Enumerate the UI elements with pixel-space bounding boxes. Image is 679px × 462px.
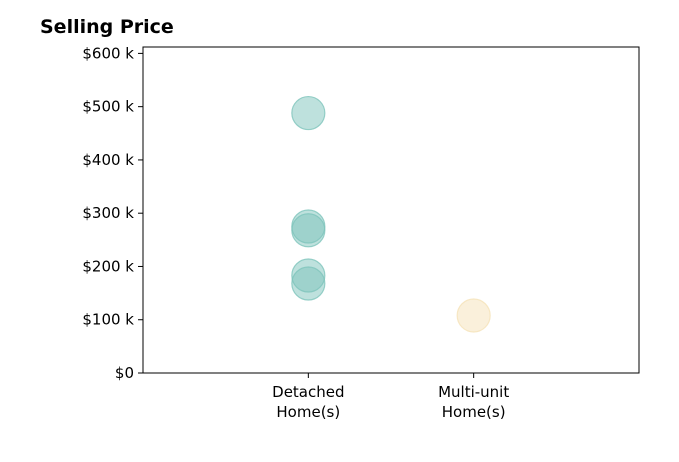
y-tick-label: $300 k [82, 204, 134, 222]
data-point [291, 266, 326, 301]
chart-title: Selling Price [40, 16, 174, 38]
data-point [456, 298, 491, 333]
data-point [291, 95, 326, 131]
data-point [291, 213, 326, 248]
y-tick-label: $100 k [82, 311, 134, 329]
y-tick-label: $500 k [82, 98, 134, 116]
y-tick-label: $0 [115, 364, 134, 382]
y-tick-label: $200 k [82, 257, 134, 275]
y-tick-label: $600 k [82, 44, 134, 62]
y-tick-label: $400 k [82, 151, 134, 169]
x-tick-label: Detached Home(s) [272, 383, 344, 421]
x-tick-label: Multi-unit Home(s) [438, 383, 509, 421]
plot-frame [142, 46, 640, 374]
data-points [291, 95, 491, 333]
y-axis: $0 $100 k $200 k $300 k $400 k $500 k $600 k [82, 44, 143, 382]
x-axis: Detached Home(s) Multi-unit Home(s) [272, 373, 509, 421]
